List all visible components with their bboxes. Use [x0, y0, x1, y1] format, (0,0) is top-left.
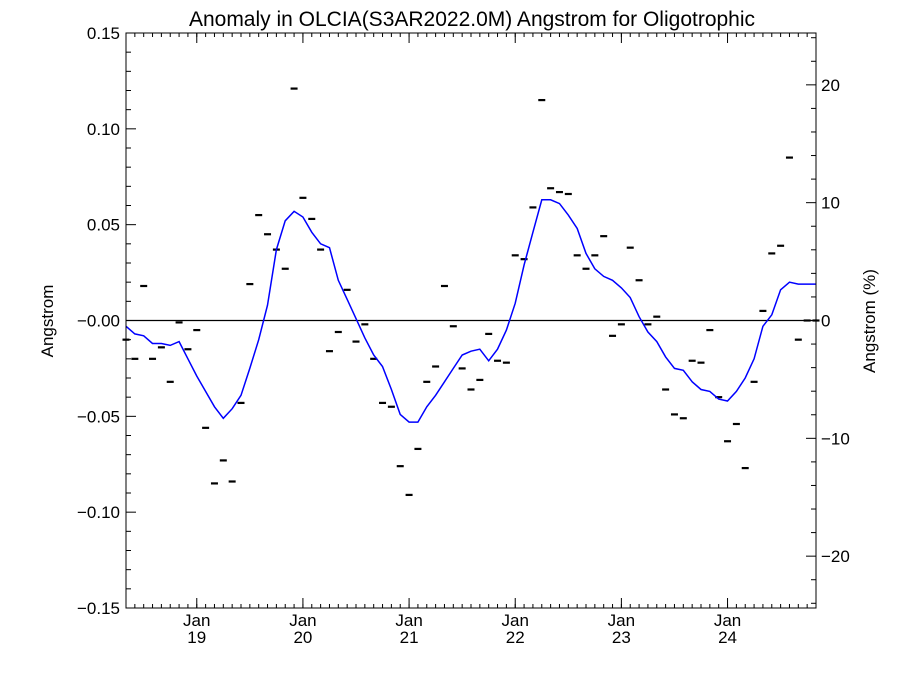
y-tick-label-left: 0.10	[87, 120, 120, 139]
x-tick-label-year: 22	[506, 628, 525, 647]
chart-title: Anomaly in OLCIA(S3AR2022.0M) Angstrom f…	[189, 8, 755, 31]
x-tick-label-year: 21	[400, 628, 419, 647]
y-tick-label-left: −0.05	[77, 407, 120, 426]
y-tick-label-left: −0.00	[77, 312, 120, 331]
x-tick-label-year: 20	[293, 628, 312, 647]
y-axis-label-right: Angstrom (%)	[860, 269, 879, 373]
plot-frame	[125, 32, 817, 609]
y-tick-label-right: 10	[821, 194, 840, 213]
y-tick-label-right: 20	[821, 76, 840, 95]
x-tick-label-year: 24	[718, 628, 737, 647]
y-tick-label-left: 0.05	[87, 216, 120, 235]
x-tick-label-month: Jan	[502, 611, 529, 630]
y-tick-label-right: 0	[821, 312, 830, 331]
x-tick-label-month: Jan	[395, 611, 422, 630]
y-axis-label-left: Angstrom	[38, 285, 57, 358]
smoothed-series-line	[125, 199, 816, 423]
y-tick-label-left: −0.10	[77, 503, 120, 522]
x-tick-label-month: Jan	[714, 611, 741, 630]
y-tick-label-left: 0.15	[87, 24, 120, 43]
y-tick-label-right: −10	[821, 429, 850, 448]
x-tick-label-year: 19	[187, 628, 206, 647]
y-tick-label-right: −20	[821, 547, 850, 566]
x-tick-label-month: Jan	[289, 611, 316, 630]
y-tick-label-left: −0.15	[77, 599, 120, 618]
x-tick-label-month: Jan	[183, 611, 210, 630]
x-tick-label-year: 23	[612, 628, 631, 647]
x-tick-label-month: Jan	[608, 611, 635, 630]
